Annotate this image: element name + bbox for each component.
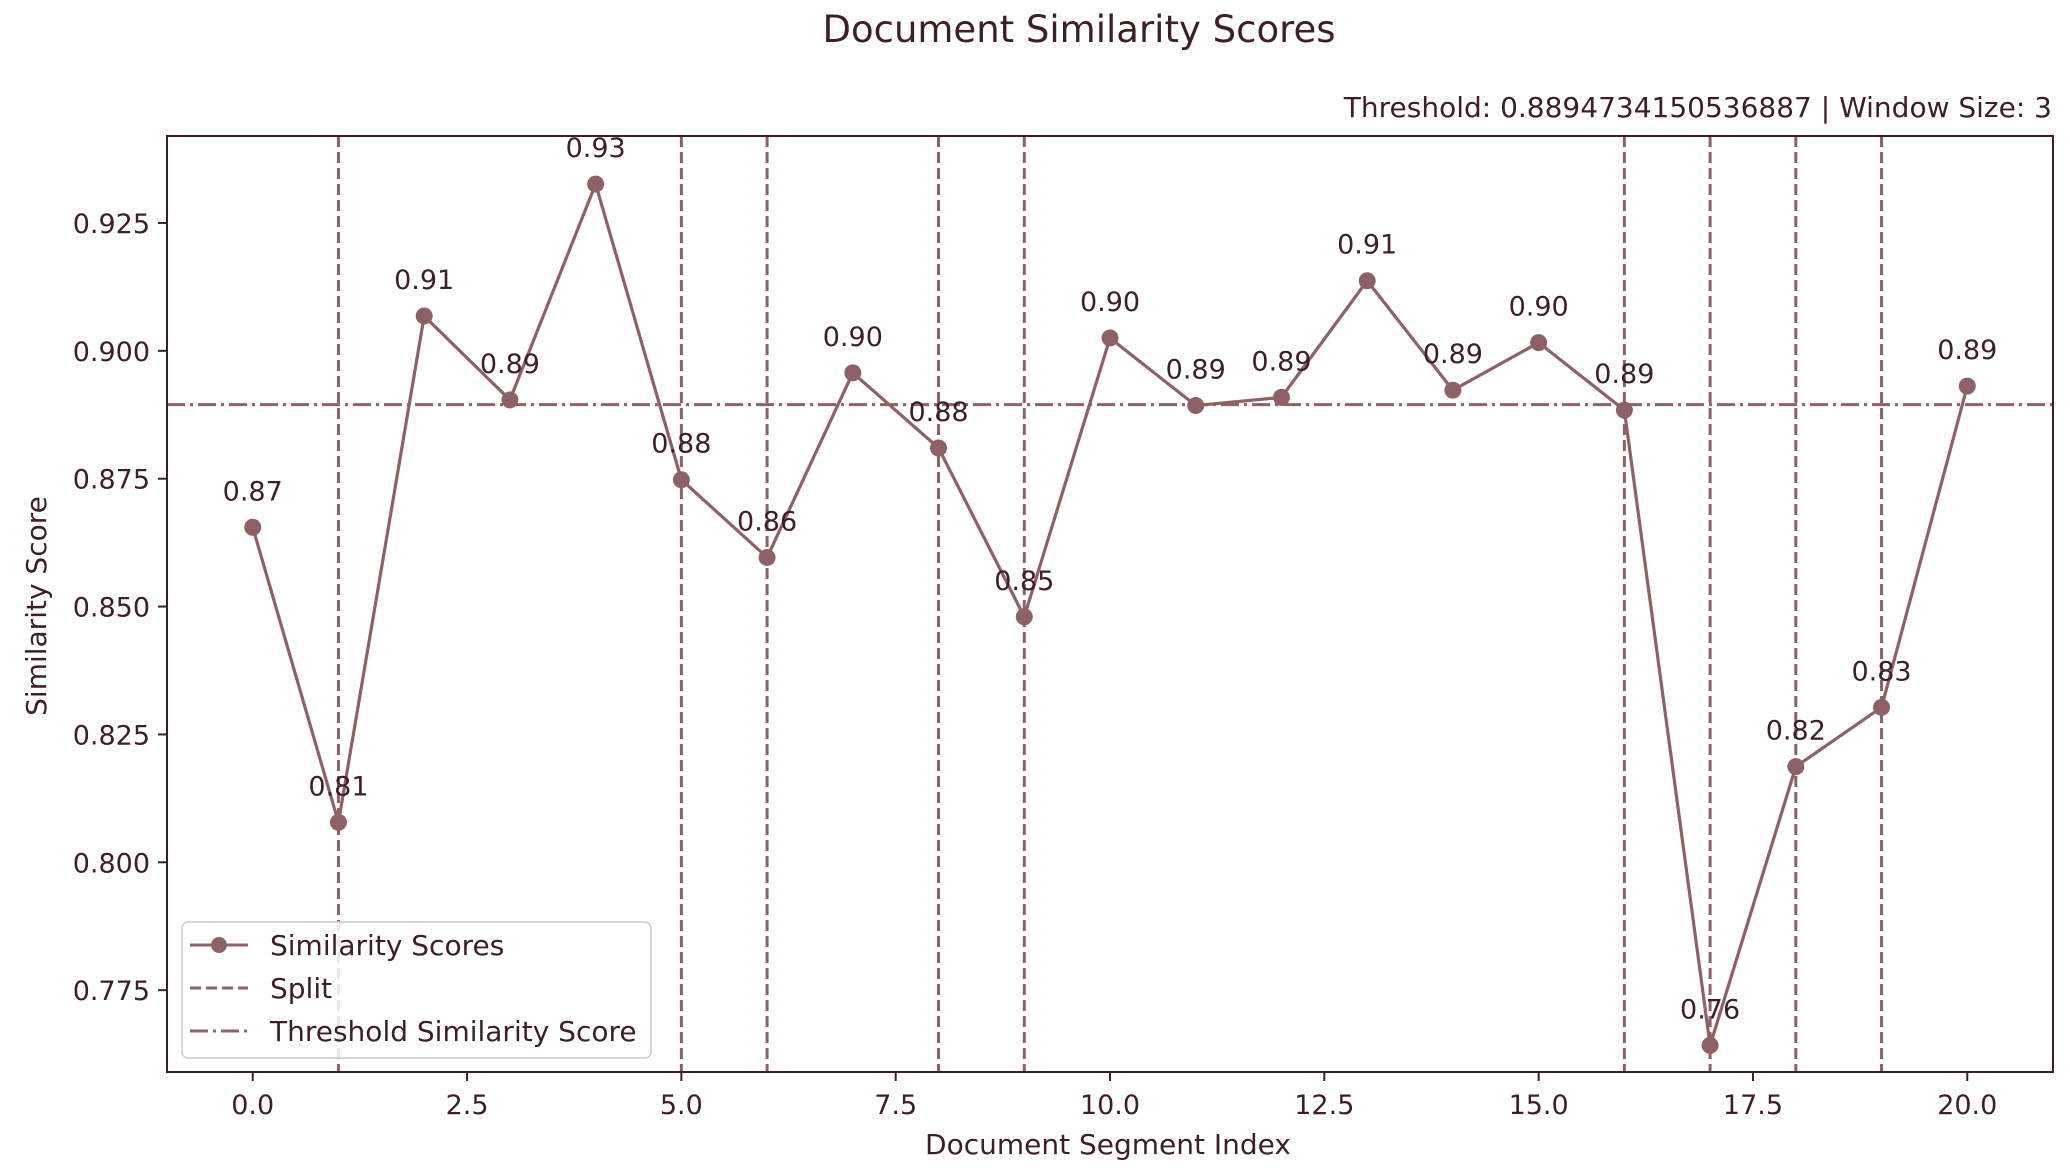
x-tick-label: 5.0 [660, 1090, 703, 1121]
point-value-label: 0.91 [1337, 230, 1397, 261]
similarity-point [1530, 334, 1548, 352]
point-value-label: 0.89 [480, 349, 540, 380]
legend: Similarity Scores Split Threshold Simila… [181, 921, 652, 1059]
y-tick-label: 0.875 [73, 465, 150, 496]
y-tick-label: 0.775 [73, 976, 150, 1007]
legend-label-threshold: Threshold Similarity Score [269, 1015, 637, 1048]
legend-label-split: Split [270, 972, 332, 1005]
similarity-point [930, 439, 948, 457]
x-axis-label: Document Segment Index [925, 1128, 1291, 1161]
similarity-point [329, 813, 347, 831]
point-value-label: 0.89 [1251, 346, 1311, 377]
similarity-point [244, 518, 262, 536]
y-tick-label: 0.900 [73, 337, 150, 368]
legend-box [181, 921, 652, 1059]
point-value-label: 0.90 [823, 322, 883, 353]
similarity-point [672, 471, 690, 489]
similarity-point [758, 548, 776, 566]
point-value-label: 0.81 [308, 771, 368, 802]
point-value-label: 0.85 [994, 566, 1054, 597]
axis-ticks: 0.0 2.5 5.0 7.5 10.0 12.5 15.0 17.5 20.0 0.775 0.8… [73, 209, 1998, 1121]
point-value-label: 0.88 [651, 429, 711, 460]
point-value-label: 0.86 [737, 506, 797, 537]
point-value-label: 0.89 [1166, 355, 1226, 386]
similarity-point [1444, 381, 1462, 399]
series-layer [244, 175, 1976, 1054]
point-value-label: 0.87 [223, 476, 283, 507]
similarity-point [1615, 401, 1633, 419]
split-lines [336, 136, 1884, 1072]
similarity-point [501, 391, 519, 409]
y-tick-label: 0.825 [73, 720, 150, 751]
point-value-label: 0.90 [1509, 292, 1569, 323]
similarity-point [415, 307, 433, 325]
x-tick-label: 0.0 [231, 1090, 274, 1121]
similarity-point [1187, 397, 1205, 415]
y-tick-label: 0.850 [73, 593, 150, 624]
point-value-label: 0.89 [1423, 339, 1483, 370]
similarity-point [844, 364, 862, 382]
y-tick-label: 0.925 [73, 209, 150, 240]
similarity-point [1101, 329, 1119, 347]
x-tick-label: 12.5 [1294, 1090, 1354, 1121]
point-value-label: 0.89 [1594, 359, 1654, 390]
similarity-point [1272, 388, 1290, 406]
similarity-point [1787, 758, 1805, 776]
point-value-label: 0.89 [1937, 335, 1997, 366]
point-value-label: 0.76 [1680, 994, 1740, 1025]
similarity-point [1358, 272, 1376, 290]
point-value-label: 0.91 [394, 265, 454, 296]
point-value-label: 0.83 [1851, 656, 1911, 687]
point-value-label: 0.88 [908, 397, 968, 428]
similarity-point [1701, 1036, 1719, 1054]
chart-subtitle: Threshold: 0.8894734150536887 | Window S… [1343, 91, 2052, 124]
y-axis-label: Similarity Score [20, 496, 53, 716]
point-value-label: 0.82 [1766, 716, 1826, 747]
x-tick-label: 2.5 [446, 1090, 489, 1121]
x-tick-label: 10.0 [1080, 1090, 1140, 1121]
x-tick-label: 20.0 [1937, 1090, 1997, 1121]
chart-title: Document Similarity Scores [822, 8, 1335, 51]
x-tick-label: 7.5 [874, 1090, 917, 1121]
similarity-point [587, 175, 605, 193]
x-tick-label: 17.5 [1723, 1090, 1783, 1121]
legend-label-similarity: Similarity Scores [270, 929, 504, 962]
point-value-label: 0.93 [566, 133, 626, 164]
similarity-point [1015, 608, 1033, 626]
x-tick-label: 15.0 [1509, 1090, 1569, 1121]
data-labels: 0.87 0.81 0.91 0.89 0.93 0.88 0.86 0.90 0.88 0.85… [223, 133, 1998, 1025]
similarity-point [1873, 698, 1891, 716]
similarity-point [1958, 377, 1976, 395]
plot-frame [166, 135, 2054, 1073]
legend-marker-similarity [211, 937, 227, 953]
y-tick-label: 0.800 [73, 848, 150, 879]
point-value-label: 0.90 [1080, 287, 1140, 318]
